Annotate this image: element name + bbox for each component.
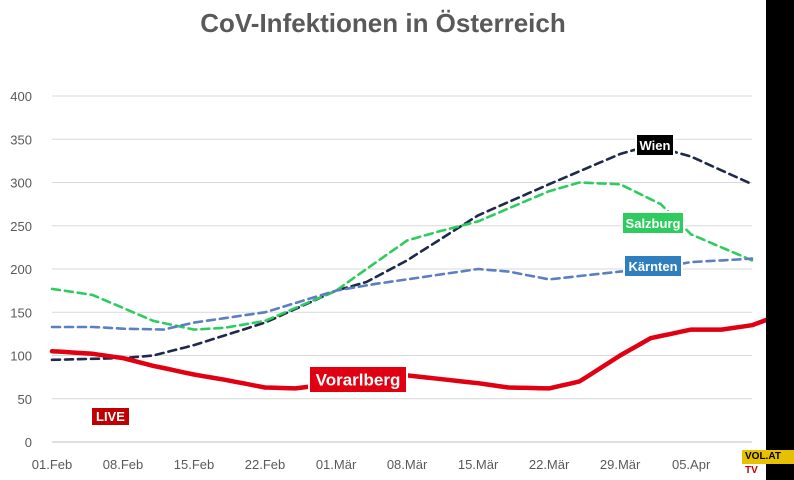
x-tick-label: 15.Feb: [174, 457, 214, 472]
legend-box-wien: [635, 133, 675, 157]
y-tick-label: 200: [10, 262, 32, 277]
x-tick-label: 08.Mär: [387, 457, 428, 472]
x-tick-label: 29.Mär: [600, 457, 641, 472]
x-tick-label: 08.Feb: [103, 457, 143, 472]
y-tick-label: 100: [10, 349, 32, 364]
series-label: Kärnten: [628, 259, 677, 274]
chart-area: CoV-Infektionen in Österreich 0 50 100 150 2…: [0, 0, 766, 480]
y-tick-label: 0: [25, 435, 32, 450]
y-tick-label: 400: [10, 89, 32, 104]
series-label: Salzburg: [626, 216, 681, 231]
x-tick-label: 01.Feb: [32, 457, 72, 472]
series-line-vorarlberg: [49, 317, 766, 391]
series-label: Vorarlberg: [316, 371, 401, 390]
x-tick-label: 22.Mär: [529, 457, 570, 472]
series-label: Wien: [640, 138, 671, 153]
series-line-wien: [50, 144, 754, 362]
chart-title: CoV-Infektionen in Österreich: [200, 8, 566, 38]
x-tick-label: 22.Feb: [245, 457, 285, 472]
series-line-salzburg: [50, 181, 754, 331]
y-tick-label: 300: [10, 176, 32, 191]
y-tick-label: 350: [10, 132, 32, 147]
y-tick-label: 150: [10, 305, 32, 320]
vol-at-tv-logo: VOL.AT TV: [742, 450, 794, 476]
x-tick-label: 05.Apr: [672, 457, 711, 472]
line-chart: 0 50 100 150 200 250 300 350 400 01.Feb 08.Feb 15.F…: [10, 89, 766, 472]
legend-box-kärnten: [623, 254, 683, 278]
legend-box-vorarlberg: [308, 365, 408, 394]
y-tick-label: 50: [18, 392, 32, 407]
live-badge: LIVE: [92, 408, 129, 425]
y-tick-label: 250: [10, 219, 32, 234]
x-tick-label: 01.Mär: [316, 457, 357, 472]
x-tick-label: 15.Mär: [458, 457, 499, 472]
legend-box-salzburg: [621, 211, 685, 235]
